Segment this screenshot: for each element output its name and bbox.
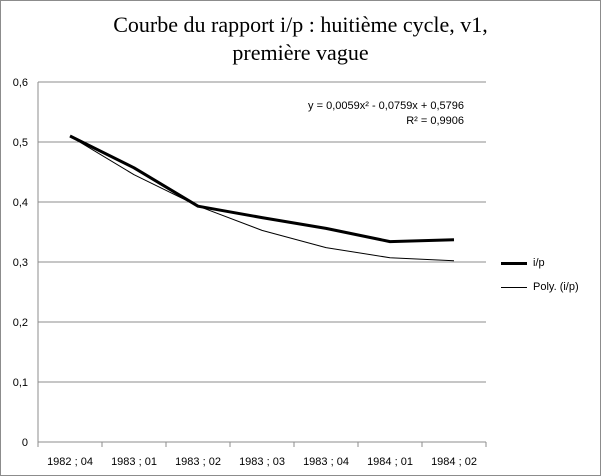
legend-item-trendline: Poly. (i/p)	[501, 275, 597, 299]
legend-swatch-series	[501, 261, 527, 265]
y-tick-label: 0,2	[13, 317, 28, 329]
trendline-equation: y = 0,0059x² - 0,0759x + 0,5796 R² = 0,9…	[284, 99, 464, 129]
x-tick-label: 1983 ; 03	[239, 456, 285, 468]
x-tick-label: 1984 ; 01	[367, 456, 413, 468]
legend-swatch-trendline	[501, 286, 527, 288]
x-tick-label: 1983 ; 04	[303, 456, 349, 468]
chart-title-line-2: première vague	[232, 40, 369, 65]
x-tick-label: 1984 ; 02	[431, 456, 477, 468]
legend-item-series: i/p	[501, 251, 597, 275]
x-tick-label: 1982 ; 04	[47, 456, 93, 468]
y-tick-label: 0,4	[13, 197, 28, 209]
x-tick-label: 1983 ; 01	[111, 456, 157, 468]
chart-title-line-1: Courbe du rapport i/p : huitième cycle, …	[113, 12, 488, 37]
y-tick-label: 0,6	[13, 77, 28, 89]
trendline-formula: y = 0,0059x² - 0,0759x + 0,5796	[308, 100, 464, 112]
legend-label-series: i/p	[533, 257, 545, 269]
y-tick-label: 0	[22, 437, 28, 449]
x-tick-label: 1983 ; 02	[175, 456, 221, 468]
chart-legend: i/p Poly. (i/p)	[501, 251, 597, 299]
trendline-r-squared: R² = 0,9906	[406, 115, 464, 127]
y-tick-label: 0,3	[13, 257, 28, 269]
chart-title: Courbe du rapport i/p : huitième cycle, …	[1, 11, 600, 67]
legend-label-trendline: Poly. (i/p)	[533, 281, 579, 293]
y-tick-label: 0,1	[13, 377, 28, 389]
series-line-ip	[69, 134, 455, 244]
y-tick-label: 0,5	[13, 137, 28, 149]
